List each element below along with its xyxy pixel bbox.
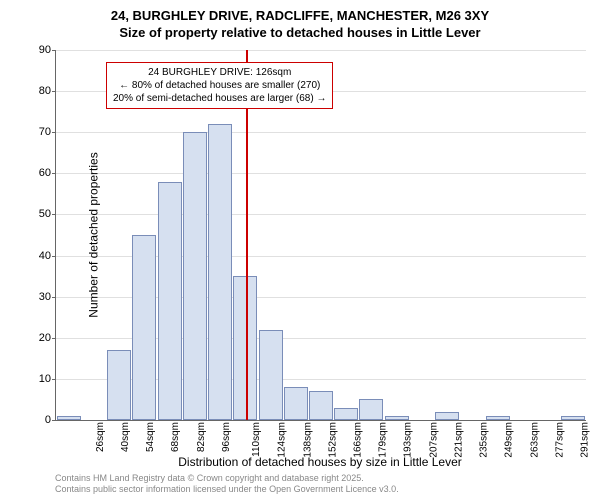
histogram-bar [158,182,182,420]
gridline [56,214,586,215]
chart-title: 24, BURGHLEY DRIVE, RADCLIFFE, MANCHESTE… [0,0,600,42]
ytick-label: 50 [21,208,51,220]
histogram-bar [107,350,131,420]
gridline [56,50,586,51]
ytick-label: 10 [21,373,51,385]
gridline [56,132,586,133]
xtick-label: 138sqm [302,422,313,458]
ytick-label: 80 [21,85,51,97]
footer-attribution: Contains HM Land Registry data © Crown c… [55,473,399,496]
xtick-label: 249sqm [504,422,515,458]
chart-area: 010203040506070809026sqm40sqm54sqm68sqm8… [55,50,585,420]
ytick-mark [52,297,56,298]
histogram-bar [284,387,308,420]
annotation-line1: 24 BURGHLEY DRIVE: 126sqm [148,67,291,78]
chart-container: 24, BURGHLEY DRIVE, RADCLIFFE, MANCHESTE… [0,0,600,500]
annotation-box: 24 BURGHLEY DRIVE: 126sqm ← 80% of detach… [106,62,333,109]
ytick-mark [52,91,56,92]
footer-line1: Contains HM Land Registry data © Crown c… [55,473,364,483]
ytick-label: 40 [21,250,51,262]
histogram-bar [435,412,459,420]
xtick-label: 26sqm [95,422,106,452]
ytick-label: 20 [21,332,51,344]
xtick-label: 179sqm [378,422,389,458]
ytick-mark [52,420,56,421]
y-axis-label: Number of detached properties [87,152,101,317]
ytick-mark [52,173,56,174]
histogram-bar [183,132,207,420]
gridline [56,173,586,174]
ytick-mark [52,214,56,215]
histogram-bar [385,416,409,420]
xtick-label: 193sqm [403,422,414,458]
ytick-label: 30 [21,291,51,303]
histogram-bar [359,399,383,420]
histogram-bar [334,408,358,420]
xtick-label: 263sqm [529,422,540,458]
xtick-label: 207sqm [428,422,439,458]
ytick-label: 0 [21,414,51,426]
ytick-label: 90 [21,44,51,56]
histogram-bar [309,391,333,420]
xtick-label: 68sqm [170,422,181,452]
footer-line2: Contains public sector information licen… [55,484,399,494]
x-axis-label: Distribution of detached houses by size … [55,455,585,469]
ytick-mark [52,338,56,339]
xtick-label: 277sqm [554,422,565,458]
histogram-bar [132,235,156,420]
xtick-label: 110sqm [251,422,262,457]
annotation-line3: 20% of semi-detached houses are larger (… [113,93,326,104]
histogram-bar [57,416,81,420]
xtick-label: 166sqm [353,422,364,458]
ytick-mark [52,379,56,380]
ytick-label: 70 [21,126,51,138]
xtick-label: 96sqm [221,422,232,452]
plot-region: 010203040506070809026sqm40sqm54sqm68sqm8… [55,50,586,421]
xtick-label: 221sqm [454,422,465,458]
xtick-label: 235sqm [479,422,490,458]
xtick-label: 124sqm [277,422,288,458]
xtick-label: 54sqm [145,422,156,452]
histogram-bar [561,416,585,420]
title-line2: Size of property relative to detached ho… [119,25,480,40]
ytick-mark [52,132,56,133]
ytick-mark [52,256,56,257]
xtick-label: 291sqm [580,422,591,458]
xtick-label: 40sqm [120,422,131,452]
title-line1: 24, BURGHLEY DRIVE, RADCLIFFE, MANCHESTE… [111,8,489,23]
ytick-mark [52,50,56,51]
xtick-label: 82sqm [196,422,207,452]
histogram-bar [259,330,283,420]
histogram-bar [208,124,232,420]
ytick-label: 60 [21,167,51,179]
histogram-bar [486,416,510,420]
xtick-label: 152sqm [327,422,338,458]
annotation-line2: ← 80% of detached houses are smaller (27… [119,80,320,91]
